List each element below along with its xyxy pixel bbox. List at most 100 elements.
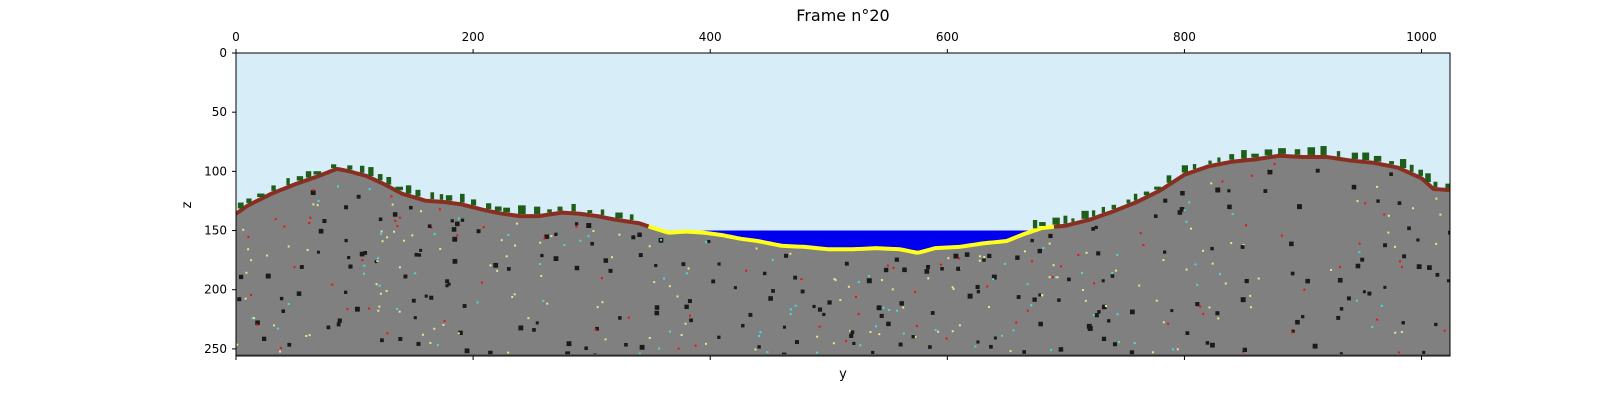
mineral-speck bbox=[496, 269, 499, 272]
rock-layer bbox=[236, 154, 1450, 356]
mineral-speck bbox=[378, 305, 381, 308]
mineral-speck bbox=[396, 307, 399, 310]
vegetation-tuft bbox=[1154, 186, 1161, 190]
vegetation-tuft bbox=[347, 165, 353, 170]
mineral-speck bbox=[866, 278, 872, 284]
mineral-speck bbox=[354, 306, 360, 312]
mineral-speck bbox=[974, 345, 977, 348]
mineral-speck bbox=[1210, 246, 1214, 251]
mineral-speck bbox=[337, 318, 342, 323]
mineral-speck bbox=[978, 255, 981, 258]
mineral-speck bbox=[1048, 276, 1051, 279]
mineral-speck bbox=[476, 229, 481, 234]
mineral-speck bbox=[1116, 313, 1119, 316]
mineral-speck bbox=[757, 345, 761, 349]
mineral-speck bbox=[1048, 233, 1053, 239]
mineral-speck bbox=[514, 244, 517, 247]
mineral-speck bbox=[1295, 319, 1300, 325]
vegetation-tuft bbox=[1399, 159, 1407, 168]
mineral-speck bbox=[1003, 262, 1006, 265]
mineral-speck bbox=[1094, 313, 1099, 318]
mineral-speck bbox=[493, 262, 499, 268]
mineral-speck bbox=[1387, 231, 1390, 234]
mineral-speck bbox=[680, 333, 683, 336]
mineral-speck bbox=[660, 238, 663, 241]
mineral-speck bbox=[293, 266, 296, 269]
mineral-speck bbox=[1196, 283, 1199, 286]
mineral-speck bbox=[488, 350, 493, 356]
mineral-speck bbox=[833, 277, 836, 280]
mineral-speck bbox=[1227, 189, 1231, 193]
mineral-speck bbox=[343, 290, 348, 294]
mineral-speck bbox=[596, 306, 599, 309]
mineral-speck bbox=[379, 232, 382, 235]
mineral-speck bbox=[1435, 272, 1440, 277]
mineral-speck bbox=[1245, 224, 1248, 227]
x-tick-label: 1000 bbox=[1406, 30, 1437, 44]
mineral-speck bbox=[1060, 265, 1063, 268]
mineral-speck bbox=[592, 230, 595, 233]
mineral-speck bbox=[1185, 268, 1188, 271]
mineral-speck bbox=[1330, 268, 1333, 271]
mineral-speck bbox=[402, 239, 405, 242]
mineral-speck bbox=[869, 331, 872, 334]
vegetation-tuft bbox=[439, 194, 444, 200]
mineral-speck bbox=[1042, 247, 1045, 250]
mineral-speck bbox=[834, 279, 837, 282]
mineral-speck bbox=[305, 334, 308, 337]
mineral-speck bbox=[1096, 251, 1101, 256]
mineral-speck bbox=[386, 332, 389, 335]
mineral-speck bbox=[420, 210, 423, 213]
vegetation-tuft bbox=[1336, 151, 1341, 157]
vegetation-tuft bbox=[1362, 152, 1370, 161]
mineral-speck bbox=[1446, 279, 1450, 283]
mineral-speck bbox=[1448, 230, 1450, 235]
mineral-speck bbox=[375, 283, 378, 286]
mineral-speck bbox=[1139, 232, 1142, 235]
mineral-speck bbox=[1084, 299, 1087, 302]
vegetation-tuft bbox=[386, 176, 392, 185]
mineral-speck bbox=[550, 235, 553, 238]
mineral-speck bbox=[452, 258, 458, 264]
mineral-speck bbox=[868, 275, 871, 278]
mineral-speck bbox=[1215, 187, 1221, 193]
mineral-speck bbox=[1015, 321, 1018, 324]
mineral-speck bbox=[1242, 347, 1247, 353]
mineral-speck bbox=[741, 323, 745, 328]
mineral-speck bbox=[532, 328, 536, 332]
vegetation-tuft bbox=[377, 174, 383, 181]
bedrock-band bbox=[236, 354, 1450, 356]
mineral-speck bbox=[445, 284, 449, 288]
mineral-speck bbox=[242, 228, 245, 231]
mineral-speck bbox=[416, 341, 421, 346]
mineral-speck bbox=[762, 271, 767, 276]
mineral-speck bbox=[391, 203, 394, 206]
mineral-speck bbox=[1162, 321, 1165, 324]
mineral-speck bbox=[245, 271, 248, 274]
mineral-speck bbox=[1402, 254, 1407, 259]
mineral-speck bbox=[1383, 243, 1387, 248]
vegetation-tuft bbox=[359, 165, 365, 173]
vegetation-tuft bbox=[430, 192, 435, 200]
mineral-speck bbox=[1116, 253, 1119, 256]
mineral-speck bbox=[847, 285, 850, 288]
mineral-speck bbox=[608, 268, 613, 273]
mineral-speck bbox=[928, 345, 932, 349]
mineral-speck bbox=[902, 306, 905, 309]
mineral-speck bbox=[482, 226, 485, 229]
mineral-speck bbox=[1162, 259, 1165, 262]
mineral-speck bbox=[563, 244, 566, 247]
mineral-speck bbox=[505, 255, 508, 258]
mineral-speck bbox=[1101, 279, 1105, 283]
mineral-speck bbox=[346, 308, 349, 311]
mineral-speck bbox=[895, 309, 898, 312]
vegetation-tuft bbox=[1294, 149, 1301, 155]
mineral-speck bbox=[601, 301, 604, 304]
mineral-speck bbox=[1151, 351, 1154, 354]
mineral-speck bbox=[1183, 209, 1186, 212]
mineral-speck bbox=[604, 338, 607, 341]
mineral-speck bbox=[1217, 317, 1220, 320]
mineral-speck bbox=[1280, 234, 1283, 237]
vegetation-tuft bbox=[518, 205, 526, 215]
mineral-speck bbox=[638, 253, 643, 258]
